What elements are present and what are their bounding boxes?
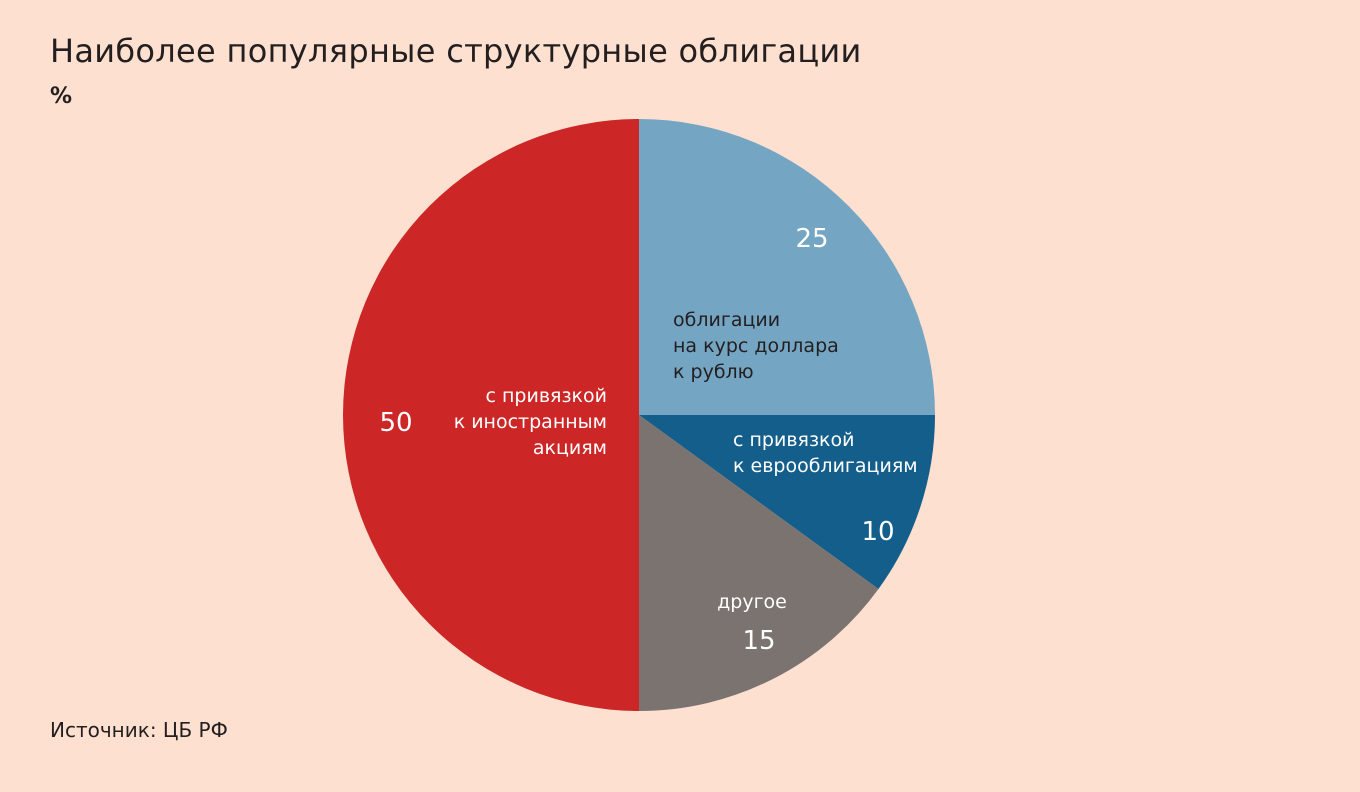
pie-slice-usd (639, 119, 935, 415)
pie-slice-euro (639, 415, 935, 589)
pie-slice-other (639, 415, 879, 711)
chart-title: Наиболее популярные структурные облигаци… (50, 32, 862, 70)
unit-label: % (50, 84, 73, 109)
slice-label-usd: облигации на курс доллара к рублю (673, 309, 839, 383)
pie-slice-stocks (343, 119, 639, 711)
value-label-euro: 10 (861, 517, 894, 547)
source-note: Источник: ЦБ РФ (50, 718, 228, 742)
slice-label-euro: с привязкой к еврооблигациям (733, 429, 918, 477)
value-label-stocks: 50 (379, 408, 412, 438)
slice-label-stocks: с привязкой к иностранным акциям (454, 385, 607, 459)
value-label-other: 15 (742, 626, 775, 656)
slice-label-other: другое (717, 591, 787, 613)
value-label-usd: 25 (795, 224, 828, 254)
